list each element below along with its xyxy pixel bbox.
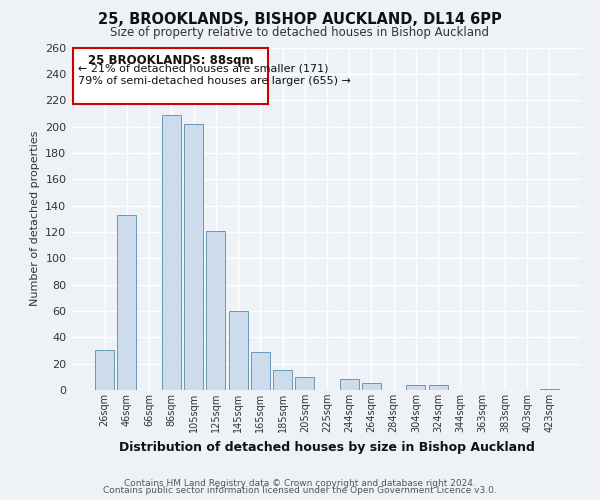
Bar xyxy=(362,384,381,390)
Bar xyxy=(229,311,248,390)
Bar xyxy=(406,384,425,390)
Text: ← 21% of detached houses are smaller (171): ← 21% of detached houses are smaller (17… xyxy=(79,64,329,74)
X-axis label: Distribution of detached houses by size in Bishop Auckland: Distribution of detached houses by size … xyxy=(119,440,535,454)
Bar xyxy=(251,352,270,390)
Text: Size of property relative to detached houses in Bishop Auckland: Size of property relative to detached ho… xyxy=(110,26,490,39)
Y-axis label: Number of detached properties: Number of detached properties xyxy=(29,131,40,306)
Bar xyxy=(118,215,136,390)
Bar xyxy=(206,230,225,390)
Bar xyxy=(162,114,181,390)
Bar xyxy=(184,124,203,390)
Text: Contains public sector information licensed under the Open Government Licence v3: Contains public sector information licen… xyxy=(103,486,497,495)
Text: 79% of semi-detached houses are larger (655) →: 79% of semi-detached houses are larger (… xyxy=(79,76,351,86)
Text: Contains HM Land Registry data © Crown copyright and database right 2024.: Contains HM Land Registry data © Crown c… xyxy=(124,478,476,488)
Bar xyxy=(95,350,114,390)
FancyBboxPatch shape xyxy=(73,48,268,104)
Bar xyxy=(340,380,359,390)
Bar xyxy=(295,377,314,390)
Bar xyxy=(540,388,559,390)
Text: 25 BROOKLANDS: 88sqm: 25 BROOKLANDS: 88sqm xyxy=(88,54,253,67)
Bar xyxy=(273,370,292,390)
Bar xyxy=(429,384,448,390)
Text: 25, BROOKLANDS, BISHOP AUCKLAND, DL14 6PP: 25, BROOKLANDS, BISHOP AUCKLAND, DL14 6P… xyxy=(98,12,502,28)
